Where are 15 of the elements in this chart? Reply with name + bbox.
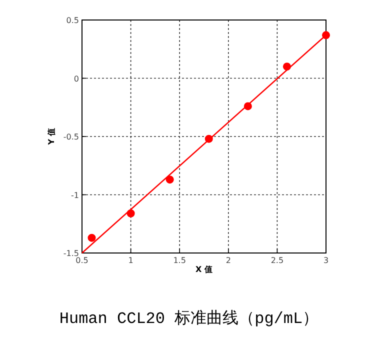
y-tick-label: -1 (71, 190, 79, 200)
y-tick-label: -0.5 (63, 132, 79, 142)
y-tick-label: 0 (74, 74, 79, 84)
y-tick-label: 0.5 (66, 16, 79, 25)
y-tick-label: -1.5 (63, 249, 79, 258)
x-tick-label: 2.5 (270, 256, 284, 265)
x-axis-title: X 值 (196, 265, 212, 274)
x-tick-label: 2 (226, 256, 231, 265)
x-tick-label: 1.5 (173, 256, 186, 265)
text: Human CCL20 标准曲线（pg/mL） (59, 309, 319, 328)
x-tick-label: 3 (323, 256, 329, 265)
x-tick-label: 1 (128, 256, 134, 265)
point (88, 234, 96, 242)
y-axis-title: Y 值 (47, 128, 56, 146)
point (166, 176, 174, 184)
